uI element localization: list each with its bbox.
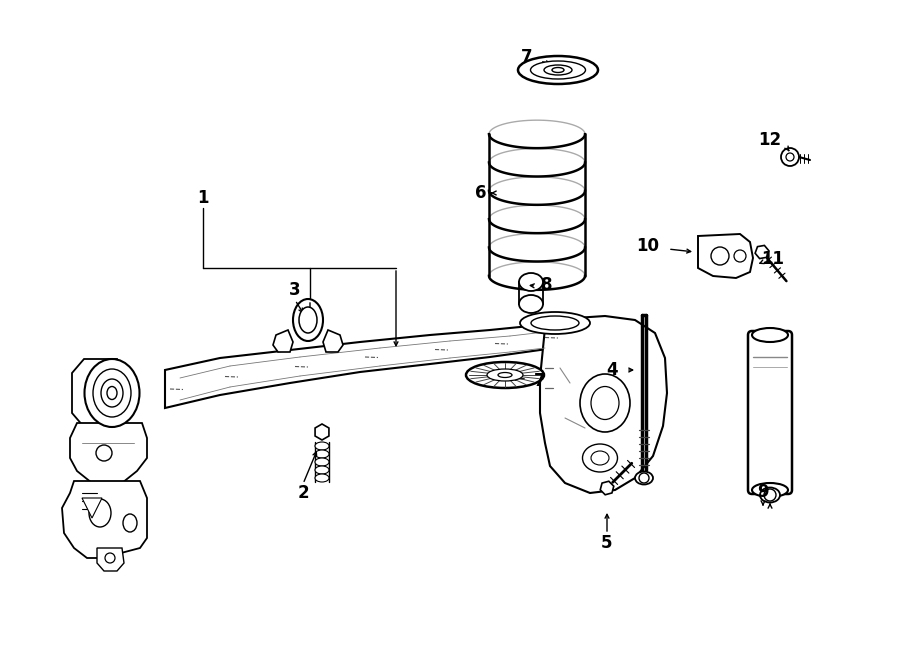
Text: 7: 7 — [521, 48, 533, 66]
Circle shape — [786, 153, 794, 161]
Ellipse shape — [752, 328, 788, 342]
Circle shape — [105, 553, 115, 563]
Polygon shape — [165, 322, 565, 408]
Polygon shape — [698, 234, 753, 278]
Ellipse shape — [107, 387, 117, 399]
Polygon shape — [323, 330, 343, 352]
Circle shape — [711, 247, 729, 265]
Ellipse shape — [582, 444, 617, 472]
Polygon shape — [600, 481, 614, 495]
Polygon shape — [315, 424, 328, 440]
Ellipse shape — [520, 312, 590, 334]
Ellipse shape — [635, 471, 653, 485]
Ellipse shape — [299, 307, 317, 333]
Text: 1: 1 — [197, 189, 209, 207]
Text: 12: 12 — [759, 131, 781, 149]
Circle shape — [764, 489, 776, 501]
Text: 11: 11 — [761, 250, 785, 268]
Circle shape — [639, 473, 649, 483]
Polygon shape — [519, 282, 543, 304]
Text: 6: 6 — [475, 184, 487, 202]
Ellipse shape — [498, 373, 512, 377]
Text: 10: 10 — [636, 237, 660, 255]
Ellipse shape — [760, 488, 780, 502]
Ellipse shape — [101, 379, 123, 407]
Polygon shape — [72, 359, 117, 427]
Text: 9: 9 — [757, 483, 769, 501]
Polygon shape — [97, 548, 124, 571]
Circle shape — [781, 148, 799, 166]
Ellipse shape — [530, 61, 586, 79]
Text: 7: 7 — [535, 372, 545, 390]
Polygon shape — [70, 423, 147, 488]
Ellipse shape — [552, 67, 564, 73]
Ellipse shape — [580, 374, 630, 432]
Ellipse shape — [531, 316, 579, 330]
Ellipse shape — [315, 458, 329, 466]
Text: 4: 4 — [607, 361, 617, 379]
Ellipse shape — [89, 499, 111, 527]
Polygon shape — [540, 316, 667, 493]
Ellipse shape — [466, 362, 544, 388]
Ellipse shape — [93, 369, 131, 417]
Ellipse shape — [544, 65, 572, 75]
Text: 5: 5 — [601, 534, 613, 552]
Ellipse shape — [518, 56, 598, 84]
Ellipse shape — [315, 466, 329, 474]
Ellipse shape — [519, 273, 543, 291]
Ellipse shape — [315, 450, 329, 458]
Ellipse shape — [85, 359, 140, 427]
Ellipse shape — [519, 295, 543, 313]
FancyBboxPatch shape — [748, 331, 792, 494]
Ellipse shape — [315, 474, 329, 482]
Ellipse shape — [293, 299, 323, 341]
Polygon shape — [755, 245, 769, 258]
Circle shape — [734, 250, 746, 262]
Polygon shape — [62, 481, 147, 558]
Ellipse shape — [123, 514, 137, 532]
Ellipse shape — [315, 442, 329, 450]
Text: 3: 3 — [289, 281, 301, 299]
Ellipse shape — [752, 483, 788, 497]
Text: 8: 8 — [541, 276, 553, 294]
Ellipse shape — [591, 451, 609, 465]
Ellipse shape — [591, 387, 619, 420]
Ellipse shape — [487, 369, 523, 381]
Circle shape — [96, 445, 112, 461]
Polygon shape — [273, 330, 293, 352]
Text: 2: 2 — [297, 484, 309, 502]
Polygon shape — [82, 498, 102, 518]
